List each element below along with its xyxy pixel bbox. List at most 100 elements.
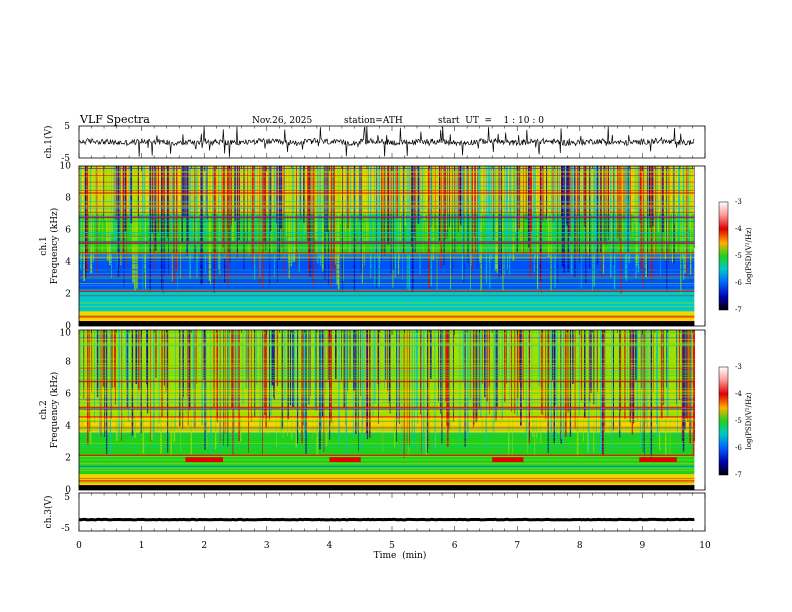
spectrogram-streak bbox=[256, 166, 258, 250]
spectrogram-streak bbox=[182, 330, 184, 429]
spectrogram-streak bbox=[353, 330, 355, 391]
ch2-colorbar-bar bbox=[718, 366, 729, 476]
spectrogram-streak bbox=[424, 166, 426, 243]
spectrogram-streak bbox=[316, 166, 318, 253]
spectrogram-streak bbox=[181, 166, 183, 243]
spectrogram-streak bbox=[87, 330, 89, 445]
spectrogram-line bbox=[79, 459, 695, 461]
spectrogram-streak bbox=[327, 166, 329, 286]
start-ut-label: start UT = 1 : 10 : 0 bbox=[438, 116, 544, 126]
spectrogram-streak bbox=[81, 330, 83, 427]
spectrogram-streak bbox=[151, 330, 153, 440]
spectrogram-tone bbox=[79, 316, 695, 318]
spectrogram-line bbox=[79, 206, 695, 208]
spectrogram-tone bbox=[79, 217, 695, 219]
ch2-ytick-8: 8 bbox=[65, 358, 71, 368]
spectrogram-streak bbox=[678, 330, 681, 400]
spectrogram-streak bbox=[588, 330, 590, 453]
spectrogram-line bbox=[79, 205, 695, 207]
spectrogram-streak bbox=[600, 330, 602, 453]
spectrogram-streak bbox=[624, 330, 626, 420]
spectrogram-streak bbox=[539, 166, 542, 281]
spectrogram-streak bbox=[547, 166, 549, 223]
spectrogram-streak bbox=[312, 330, 314, 440]
spectrogram-tone-segment bbox=[492, 457, 524, 462]
spectrogram-streak bbox=[635, 166, 638, 266]
spectrogram-streak bbox=[351, 330, 352, 394]
spectrogram-streak bbox=[284, 330, 286, 401]
spectrogram-streak bbox=[229, 166, 231, 263]
spectrogram-line bbox=[79, 407, 695, 409]
ch2-ytick-6: 6 bbox=[65, 390, 71, 400]
spectrogram-streak bbox=[129, 330, 131, 398]
spectrogram-streak bbox=[569, 330, 572, 437]
spectrogram-streak bbox=[338, 330, 340, 445]
spectrogram-line bbox=[79, 269, 695, 271]
spectrogram-streak bbox=[345, 330, 348, 458]
spectrogram-line bbox=[79, 241, 695, 243]
spectrogram-streak bbox=[446, 166, 447, 231]
spectrogram-line bbox=[79, 181, 695, 183]
spectrogram-streak bbox=[672, 166, 674, 263]
spectrogram-streak bbox=[648, 166, 651, 217]
spectrogram-streak bbox=[329, 330, 331, 440]
spectrogram-streak bbox=[164, 166, 165, 276]
spectrogram-streak bbox=[177, 330, 179, 379]
spectrogram-streak bbox=[194, 330, 196, 429]
spectrogram-streak bbox=[638, 330, 640, 418]
ch1-spectrogram-panel: 0 2 4 6 8 10 ch.1 Frequency (kHz) bbox=[39, 162, 706, 332]
spectrogram-streak bbox=[119, 166, 121, 263]
spectrogram-streak bbox=[174, 166, 175, 227]
ch2-colorbar-label: log(PSD)(V²/Hz) bbox=[745, 392, 753, 449]
spectrogram-band bbox=[79, 254, 695, 291]
spectrogram-streak bbox=[371, 330, 374, 385]
spectrogram-streak bbox=[689, 166, 691, 229]
spectrogram-line bbox=[79, 192, 695, 193]
spectrogram-streak bbox=[602, 166, 605, 274]
spectrogram-streak bbox=[470, 166, 471, 291]
spectrogram-streak bbox=[304, 166, 306, 235]
spectrogram-streak bbox=[444, 166, 447, 240]
spectrogram-streak bbox=[448, 166, 450, 227]
spectrogram-streak bbox=[185, 330, 187, 414]
xtick-4: 4 bbox=[327, 541, 333, 551]
spectrogram-streak bbox=[170, 330, 172, 456]
spectrogram-streak bbox=[330, 166, 333, 287]
spectrogram-streak bbox=[83, 166, 85, 281]
spectrogram-streak bbox=[483, 166, 484, 227]
spectrogram-line bbox=[79, 221, 695, 222]
spectrogram-streak bbox=[479, 166, 481, 263]
spectrogram-streak bbox=[90, 166, 93, 274]
spectrogram-streak bbox=[493, 330, 495, 423]
spectrogram-streak bbox=[637, 166, 640, 273]
spectrogram-streak bbox=[376, 166, 378, 288]
spectrogram-streak bbox=[626, 330, 628, 401]
spectrogram-streak bbox=[533, 166, 535, 273]
spectrogram-streak bbox=[404, 330, 407, 399]
spectrogram-streak bbox=[198, 330, 200, 396]
spectrogram-streak bbox=[656, 166, 658, 231]
spectrogram-streak bbox=[354, 166, 356, 233]
spectrogram-streak bbox=[244, 166, 246, 232]
spectrogram-streak bbox=[571, 166, 574, 226]
spectrogram-streak bbox=[520, 166, 522, 242]
spectrogram-streak bbox=[285, 166, 288, 237]
spectrogram-streak bbox=[460, 166, 462, 226]
ch1-waveform-panel: 5 -5 ch.1(V) bbox=[43, 122, 706, 164]
spectrogram-streak bbox=[118, 330, 120, 406]
spectrogram-streak bbox=[131, 330, 134, 436]
spectrogram-line bbox=[79, 363, 695, 364]
spectrogram-streak bbox=[125, 330, 127, 380]
ch1-waveform-ticks bbox=[78, 126, 706, 158]
spectrogram-streak bbox=[205, 166, 208, 236]
spectrogram-streak bbox=[325, 330, 327, 394]
spectrogram-line bbox=[79, 396, 695, 398]
spectrogram-streak bbox=[421, 166, 424, 228]
spectrogram-streak bbox=[423, 330, 425, 393]
spectrogram-streak bbox=[523, 166, 525, 255]
spectrogram-streak bbox=[603, 330, 605, 432]
spectrogram-line bbox=[79, 283, 695, 284]
spectrogram-streak bbox=[89, 330, 91, 432]
spectrogram-streak bbox=[462, 330, 464, 382]
ch1-ytick-bottom: -5 bbox=[61, 154, 70, 164]
